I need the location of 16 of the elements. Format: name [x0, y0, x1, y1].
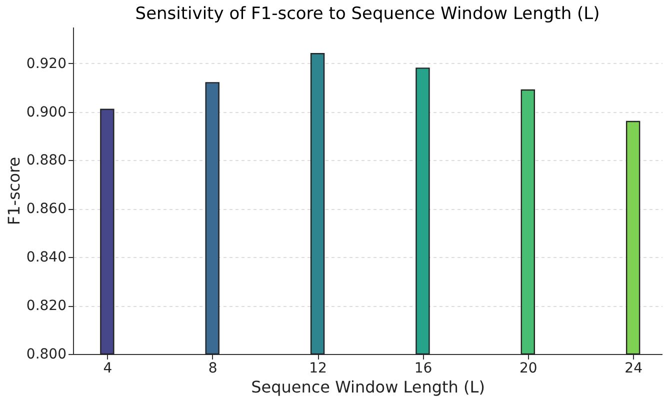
y-tick-label: 0.860	[26, 201, 66, 218]
x-tick-label: 8	[208, 360, 218, 376]
y-tick-label: 0.900	[26, 104, 66, 120]
x-axis-title: Sequence Window Length (L)	[251, 378, 485, 396]
x-tick-label: 4	[103, 360, 112, 376]
x-tick-label: 24	[624, 360, 643, 376]
x-tick-label: 12	[309, 360, 327, 376]
y-tick-label: 0.820	[26, 298, 66, 314]
y-tick-label: 0.880	[26, 152, 66, 169]
y-axis-title: F1-score	[4, 156, 24, 226]
x-tick-label: 16	[414, 360, 432, 376]
y-tick-label: 0.920	[26, 56, 66, 72]
chart-title: Sensitivity of F1-score to Sequence Window Length (L)	[135, 4, 600, 24]
y-tick-label: 0.800	[26, 346, 66, 362]
y-tick-label: 0.840	[26, 250, 66, 266]
x-tick-label: 20	[519, 360, 538, 376]
